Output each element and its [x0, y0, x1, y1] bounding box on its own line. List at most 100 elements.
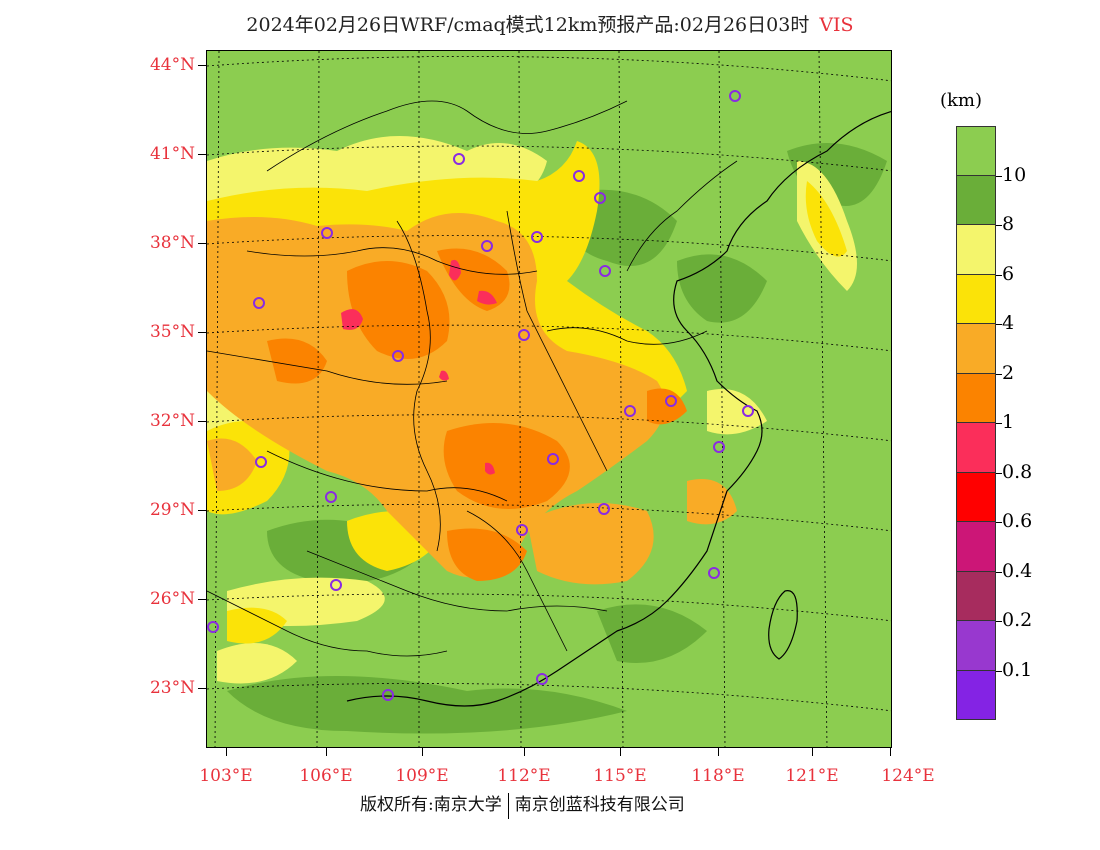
city-marker	[624, 405, 636, 417]
lon-label: 115°E	[593, 766, 647, 786]
colorbar-swatch	[956, 522, 996, 572]
lon-tick	[890, 748, 891, 756]
colorbar-label: 1	[1002, 411, 1015, 433]
taiwan-outline	[768, 589, 798, 660]
colorbar-swatch	[956, 472, 996, 522]
lon-label: 112°E	[497, 766, 551, 786]
city-marker	[573, 170, 585, 182]
lat-label: 26°N	[149, 589, 195, 609]
city-marker	[321, 227, 333, 239]
colorbar-tick	[996, 423, 1002, 424]
visibility-zone-0-8km	[341, 259, 497, 475]
colorbar-label: 0.4	[1002, 559, 1033, 582]
title-main: 2024年02月26日WRF/cmaq模式12km预报产品:02月26日03时	[246, 14, 810, 36]
city-marker	[531, 231, 543, 243]
city-markers	[207, 90, 754, 701]
lat-tick	[198, 332, 206, 333]
lat-label: 38°N	[149, 233, 195, 253]
city-marker	[598, 503, 610, 515]
city-marker	[708, 567, 720, 579]
city-marker	[253, 297, 265, 309]
lon-label: 124°E	[881, 766, 935, 786]
map-title: 2024年02月26日WRF/cmaq模式12km预报产品:02月26日03时 V…	[0, 10, 1100, 37]
colorbar-label: 4	[1002, 312, 1015, 334]
lat-label: 23°N	[149, 678, 195, 698]
city-marker	[599, 265, 611, 277]
city-marker	[481, 240, 493, 252]
lat-label: 44°N	[149, 55, 195, 75]
colorbar-tick	[996, 274, 1002, 276]
colorbar-tick	[996, 670, 1002, 672]
colorbar-label: 0.1	[1002, 658, 1033, 681]
colorbar-tick	[996, 571, 1002, 573]
lon-tick	[226, 748, 227, 756]
colorbar-swatch	[956, 126, 996, 176]
city-marker	[453, 153, 465, 165]
city-marker	[392, 350, 404, 362]
colorbar-swatch	[956, 423, 996, 473]
legend-unit: (km)	[940, 90, 983, 111]
lat-label: 41°N	[149, 144, 195, 164]
lat-tick	[198, 599, 206, 600]
lon-tick	[524, 748, 525, 756]
colorbar-label: 0.2	[1002, 609, 1033, 631]
lat-tick	[198, 243, 206, 244]
lat-tick	[198, 421, 206, 422]
lat-tick	[198, 510, 206, 511]
longitude-gridlines	[214, 51, 828, 747]
colorbar-tick	[996, 175, 1002, 177]
colorbar-tick	[996, 225, 1002, 226]
colorbar-swatch	[956, 225, 996, 275]
city-marker	[594, 192, 606, 204]
lon-tick	[812, 748, 813, 756]
colorbar-swatch	[956, 621, 996, 671]
lon-tick	[422, 748, 423, 756]
city-marker	[713, 441, 725, 453]
colorbar-tick	[996, 373, 1002, 375]
lon-tick	[718, 748, 719, 756]
lat-tick	[198, 688, 206, 689]
lat-label: 32°N	[149, 411, 195, 431]
colorbar-tick	[996, 621, 1002, 622]
lon-label: 121°E	[785, 766, 839, 786]
lat-label: 35°N	[149, 322, 195, 342]
lon-tick	[326, 748, 327, 756]
city-marker	[330, 579, 342, 591]
city-marker	[255, 456, 267, 468]
colorbar-label: 0.8	[1002, 460, 1033, 483]
colorbar-swatch	[956, 175, 996, 225]
colorbar-swatch	[956, 373, 996, 423]
lon-label: 118°E	[691, 766, 745, 786]
footer-separator	[507, 792, 509, 819]
city-marker	[518, 329, 530, 341]
lat-tick	[198, 154, 206, 155]
visibility-forecast-map	[206, 50, 892, 748]
colorbar-tick	[996, 522, 1002, 523]
copyright-right: 南京创蓝科技有限公司	[514, 795, 685, 815]
colorbar-tick	[996, 324, 1002, 325]
lon-tick	[620, 748, 621, 756]
map-canvas	[207, 51, 891, 747]
colorbar-swatch	[956, 670, 996, 720]
city-marker	[547, 453, 559, 465]
city-marker	[382, 689, 394, 701]
colorbar-swatch	[956, 274, 996, 324]
province-borders	[207, 100, 738, 657]
colorbar-swatch	[956, 571, 996, 621]
copyright-footer: 版权所有:南京大学 南京创蓝科技有限公司	[360, 790, 685, 819]
colorbar	[956, 126, 996, 720]
lon-label: 103°E	[199, 766, 253, 786]
city-marker	[536, 673, 548, 685]
colorbar-label: 8	[1002, 213, 1015, 235]
city-marker	[665, 395, 677, 407]
colorbar-tick	[996, 472, 1002, 474]
colorbar-swatch	[956, 324, 996, 374]
city-marker	[729, 90, 741, 102]
city-marker	[325, 491, 337, 503]
lat-label: 29°N	[149, 500, 195, 520]
lat-tick	[198, 65, 206, 66]
colorbar-label: 2	[1002, 361, 1015, 384]
lon-label: 106°E	[299, 766, 353, 786]
colorbar-label: 0.6	[1002, 510, 1033, 532]
city-marker	[207, 621, 219, 633]
